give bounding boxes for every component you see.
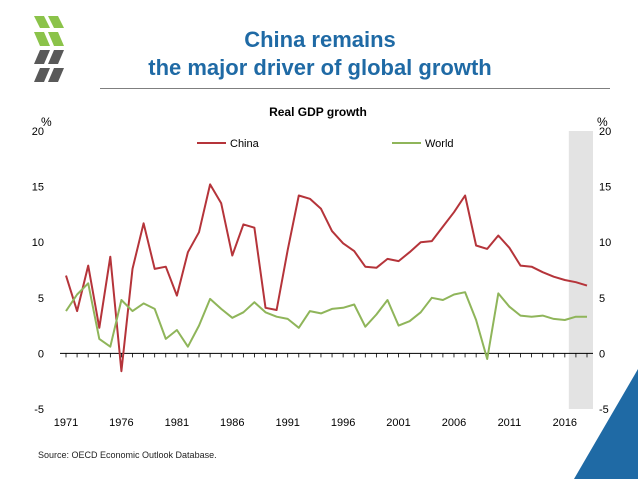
x-tick-label: 1996 bbox=[331, 417, 355, 429]
x-tick-label: 1976 bbox=[109, 417, 133, 429]
legend-world-label: World bbox=[425, 138, 454, 150]
y-tick-label-left: 5 bbox=[38, 293, 44, 305]
logo-stripe-6 bbox=[48, 50, 64, 64]
title-divider bbox=[100, 88, 610, 89]
chart-title: Real GDP growth bbox=[269, 105, 367, 119]
logo-stripe-4 bbox=[48, 32, 64, 46]
series-line-china bbox=[65, 183, 588, 373]
logo-stripe-1 bbox=[34, 16, 50, 28]
y-tick-label-right: 10 bbox=[599, 237, 611, 249]
series-line-world bbox=[65, 282, 587, 360]
y-axis-unit-left: % bbox=[41, 115, 52, 129]
x-tick-label: 1991 bbox=[275, 417, 299, 429]
legend-china-label: China bbox=[230, 138, 260, 150]
oecd-logo bbox=[34, 16, 64, 82]
y-tick-label-left: 20 bbox=[32, 126, 44, 138]
y-tick-label-right: 15 bbox=[599, 182, 611, 194]
x-tick-label: 2016 bbox=[553, 417, 577, 429]
x-tick-label: 2001 bbox=[386, 417, 410, 429]
x-tick-label: 1971 bbox=[54, 417, 78, 429]
page-title-line1: China remains bbox=[244, 27, 396, 52]
projection-shade bbox=[568, 131, 593, 409]
logo-stripe-8 bbox=[48, 68, 64, 82]
x-tick-label: 2006 bbox=[442, 417, 466, 429]
logo-stripe-7 bbox=[34, 68, 50, 82]
y-tick-label-left: 15 bbox=[32, 182, 44, 194]
y-tick-label-left: -5 bbox=[34, 404, 44, 416]
y-axis-unit-right: % bbox=[597, 115, 608, 129]
x-tick-label: 1986 bbox=[220, 417, 244, 429]
y-tick-label-left: 10 bbox=[32, 237, 44, 249]
source-note: Source: OECD Economic Outlook Database. bbox=[38, 450, 217, 460]
y-tick-label-right: 0 bbox=[599, 348, 605, 360]
y-tick-label-right: 5 bbox=[599, 293, 605, 305]
x-tick-label: 1981 bbox=[165, 417, 189, 429]
logo-stripe-5 bbox=[34, 50, 50, 64]
y-tick-label-right: 20 bbox=[599, 126, 611, 138]
y-tick-label-left: 0 bbox=[38, 348, 44, 360]
x-tick-label: 2011 bbox=[498, 417, 522, 429]
logo-stripe-3 bbox=[34, 32, 50, 46]
y-tick-label-right: -5 bbox=[599, 404, 609, 416]
logo-stripe-2 bbox=[48, 16, 64, 28]
corner-triangle bbox=[574, 369, 638, 479]
page-title-line2: the major driver of global growth bbox=[148, 55, 492, 80]
chart-legend: China World bbox=[197, 138, 454, 150]
